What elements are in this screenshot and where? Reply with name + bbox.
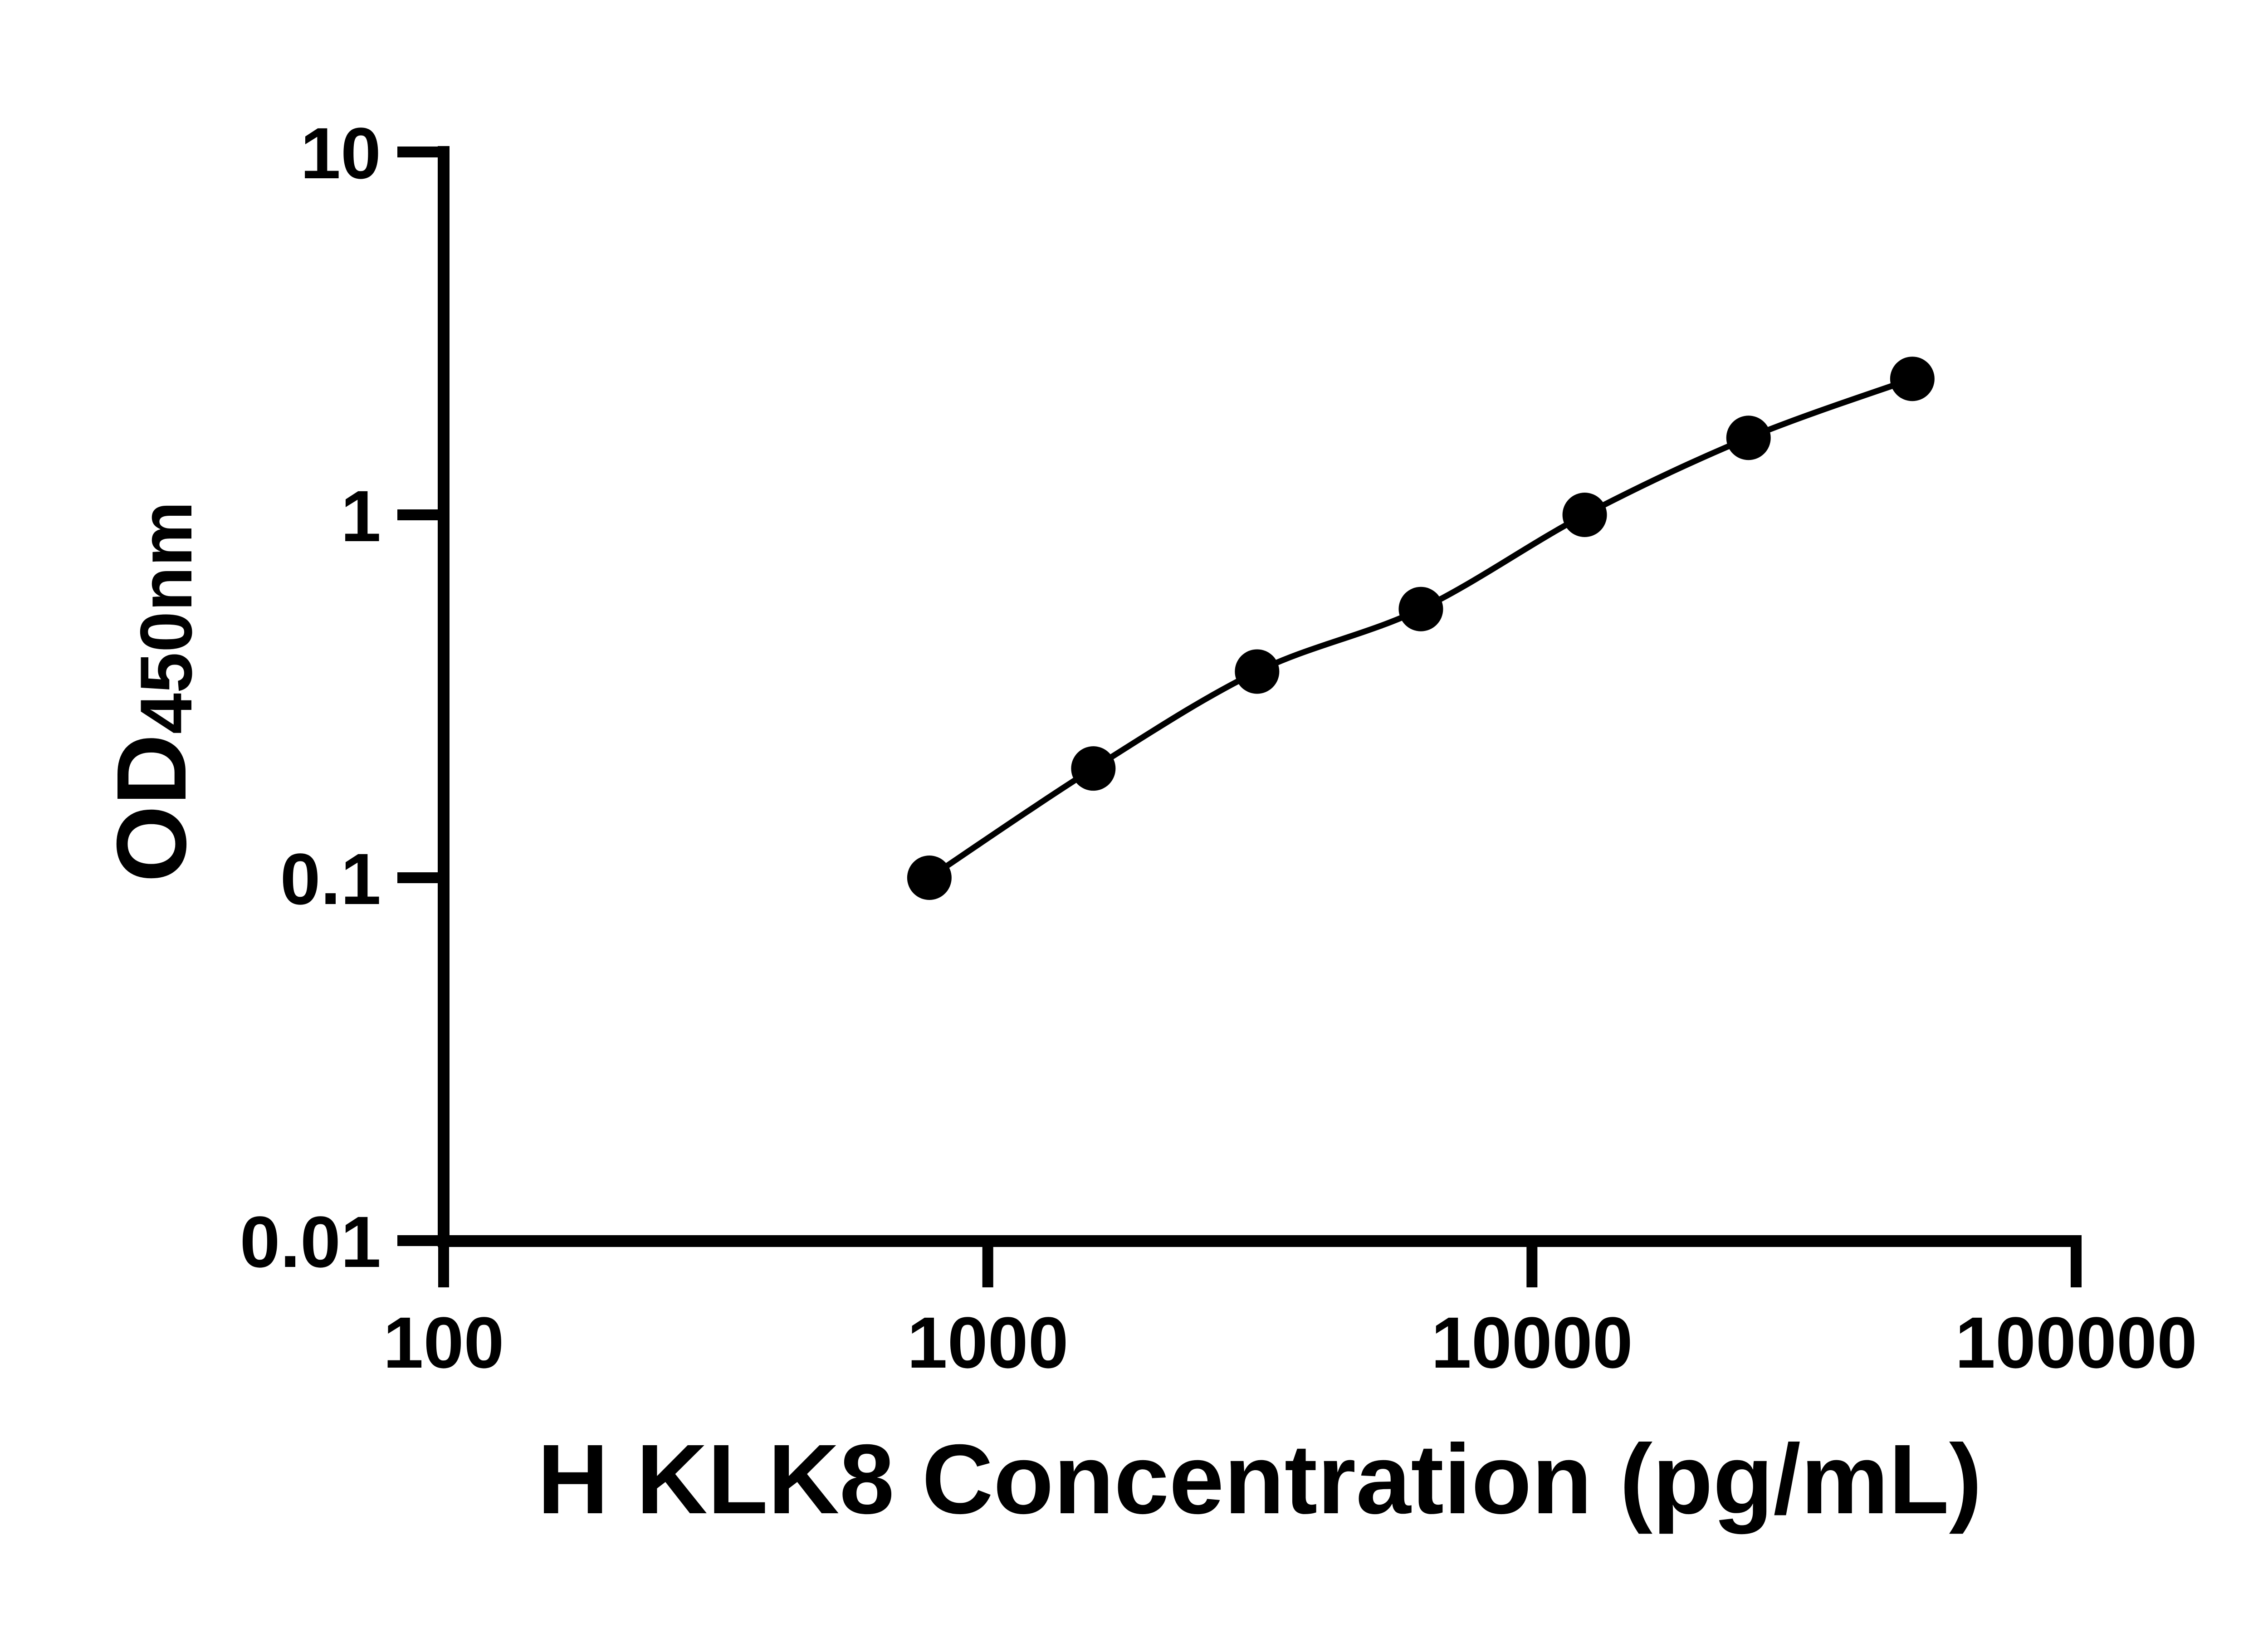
y-tick-label: 0.01 (240, 1201, 381, 1282)
y-tick-label: 1 (341, 475, 381, 557)
data-point (1235, 649, 1280, 694)
x-tick-label: 100000 (1955, 1302, 2197, 1383)
x-tick-label: 100 (383, 1302, 504, 1383)
y-axis-title-main: OD (97, 734, 207, 883)
data-point (1398, 587, 1443, 631)
data-point (907, 856, 952, 900)
x-tick-label: 1000 (907, 1302, 1069, 1383)
x-axis-title: H KLK8 Concentration (pg/mL) (537, 1424, 1982, 1535)
data-point (1071, 746, 1116, 791)
y-tick-label: 10 (300, 112, 381, 194)
y-axis-title-subscript: 450nm (125, 501, 207, 734)
x-tick-label: 10000 (1431, 1302, 1633, 1383)
data-point (1726, 416, 1771, 460)
y-tick-label: 0.1 (280, 838, 381, 919)
data-point (1890, 357, 1935, 401)
y-axis-title: OD450nm (97, 501, 207, 882)
data-point (1562, 493, 1607, 537)
